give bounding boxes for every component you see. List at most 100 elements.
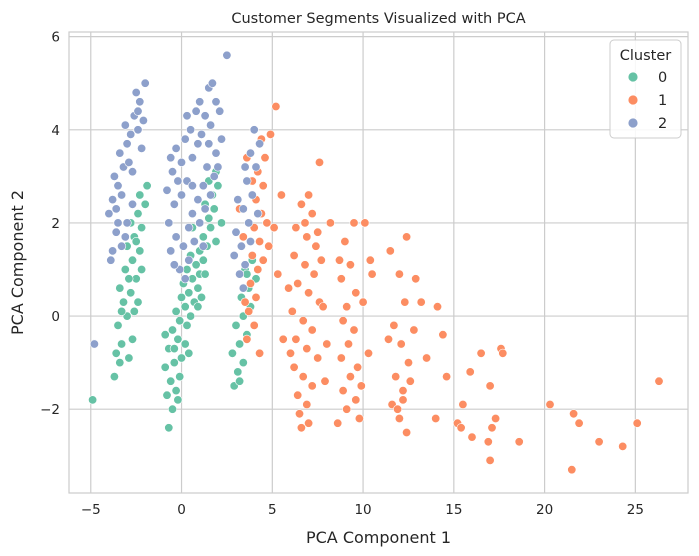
data-point-cluster-1: [342, 404, 352, 414]
data-point-cluster-1: [485, 381, 495, 391]
data-point-cluster-1: [258, 181, 268, 191]
data-point-cluster-0: [117, 339, 127, 349]
data-point-cluster-1: [255, 237, 265, 247]
data-point-cluster-1: [333, 418, 343, 428]
data-point-cluster-1: [416, 297, 426, 307]
data-point-cluster-2: [247, 190, 257, 200]
data-point-cluster-0: [193, 283, 203, 293]
data-point-cluster-2: [233, 195, 243, 205]
data-point-cluster-1: [438, 330, 448, 340]
data-point-cluster-0: [184, 288, 194, 298]
data-point-cluster-2: [211, 148, 221, 158]
data-point-cluster-1: [269, 223, 279, 233]
data-point-cluster-1: [298, 372, 308, 382]
data-point-cluster-0: [113, 320, 123, 330]
data-point-cluster-1: [385, 246, 395, 256]
data-point-cluster-1: [296, 199, 306, 209]
data-point-cluster-1: [498, 348, 508, 358]
data-point-cluster-2: [180, 274, 190, 284]
data-point-cluster-2: [133, 125, 143, 135]
data-point-cluster-2: [215, 106, 225, 116]
data-point-cluster-2: [171, 232, 181, 242]
data-point-cluster-1: [345, 372, 355, 382]
data-point-cluster-0: [182, 320, 192, 330]
data-point-cluster-2: [184, 223, 194, 233]
data-point-cluster-1: [304, 190, 314, 200]
data-point-cluster-1: [309, 269, 319, 279]
data-point-cluster-1: [313, 227, 323, 237]
data-point-cluster-0: [135, 246, 145, 256]
data-point-cluster-1: [618, 441, 628, 451]
x-tick-label: 10: [354, 502, 371, 518]
data-point-cluster-0: [173, 334, 183, 344]
data-point-cluster-2: [251, 162, 261, 172]
data-point-cluster-2: [124, 157, 134, 167]
data-point-cluster-2: [246, 237, 256, 247]
legend-marker-2: [627, 117, 639, 129]
data-point-cluster-2: [177, 157, 187, 167]
legend-title: Cluster: [620, 48, 672, 64]
data-point-cluster-1: [293, 278, 303, 288]
data-point-cluster-1: [365, 255, 375, 265]
legend-box: [609, 39, 682, 139]
data-point-cluster-2: [166, 153, 176, 163]
data-point-cluster-0: [137, 223, 147, 233]
data-point-cluster-2: [106, 255, 116, 265]
data-point-cluster-1: [358, 297, 368, 307]
data-point-cluster-1: [260, 153, 270, 163]
data-point-cluster-2: [115, 148, 125, 158]
data-point-cluster-1: [403, 358, 413, 368]
data-point-cluster-2: [140, 78, 150, 88]
data-point-cluster-2: [246, 148, 256, 158]
tick-labels: −5 0 5 10 15 20 25 −2 0 2 4 6: [40, 30, 644, 518]
data-point-cluster-1: [349, 325, 359, 335]
data-point-cluster-1: [316, 255, 326, 265]
data-point-cluster-1: [402, 427, 412, 437]
data-point-cluster-1: [351, 288, 361, 298]
data-point-cluster-1: [318, 302, 328, 312]
data-point-cluster-1: [569, 409, 579, 419]
data-point-cluster-1: [253, 264, 263, 274]
data-point-cluster-0: [142, 181, 152, 191]
data-point-cluster-1: [322, 339, 332, 349]
legend-label-0: 0: [658, 70, 667, 86]
data-point-cluster-2: [177, 190, 187, 200]
data-point-cluster-0: [180, 339, 190, 349]
data-point-cluster-2: [193, 195, 203, 205]
y-tick-label: 2: [51, 216, 60, 232]
data-point-cluster-2: [133, 106, 143, 116]
data-point-cluster-2: [231, 227, 241, 237]
data-point-cluster-1: [320, 376, 330, 386]
legend: Cluster 0 1 2: [609, 39, 682, 139]
data-point-cluster-0: [180, 302, 190, 312]
legend-marker-1: [627, 94, 639, 106]
data-point-cluster-2: [135, 97, 145, 107]
data-point-cluster-1: [285, 348, 295, 358]
data-point-cluster-0: [191, 260, 201, 270]
data-point-cluster-2: [186, 125, 196, 135]
data-point-cluster-2: [166, 246, 176, 256]
data-point-cluster-0: [198, 232, 208, 242]
data-point-cluster-1: [300, 260, 310, 270]
data-point-cluster-1: [255, 348, 265, 358]
data-point-cluster-1: [467, 432, 477, 442]
data-point-cluster-1: [483, 437, 493, 447]
data-point-cluster-1: [491, 413, 501, 423]
data-point-cluster-1: [247, 251, 257, 261]
data-point-cluster-1: [340, 237, 350, 247]
data-point-cluster-0: [213, 181, 223, 191]
data-point-cluster-1: [431, 413, 441, 423]
data-point-cluster-1: [402, 232, 412, 242]
y-tick-label: 6: [51, 30, 60, 46]
data-point-cluster-0: [166, 376, 176, 386]
data-point-cluster-0: [168, 325, 178, 335]
data-point-cluster-1: [311, 241, 321, 251]
data-point-cluster-2: [122, 218, 132, 228]
data-point-cluster-0: [137, 264, 147, 274]
data-point-cluster-2: [187, 209, 197, 219]
data-point-cluster-2: [137, 143, 147, 153]
data-point-cluster-2: [235, 269, 245, 279]
data-point-cluster-2: [240, 260, 250, 270]
data-point-cluster-2: [108, 195, 118, 205]
data-point-cluster-2: [128, 199, 138, 209]
